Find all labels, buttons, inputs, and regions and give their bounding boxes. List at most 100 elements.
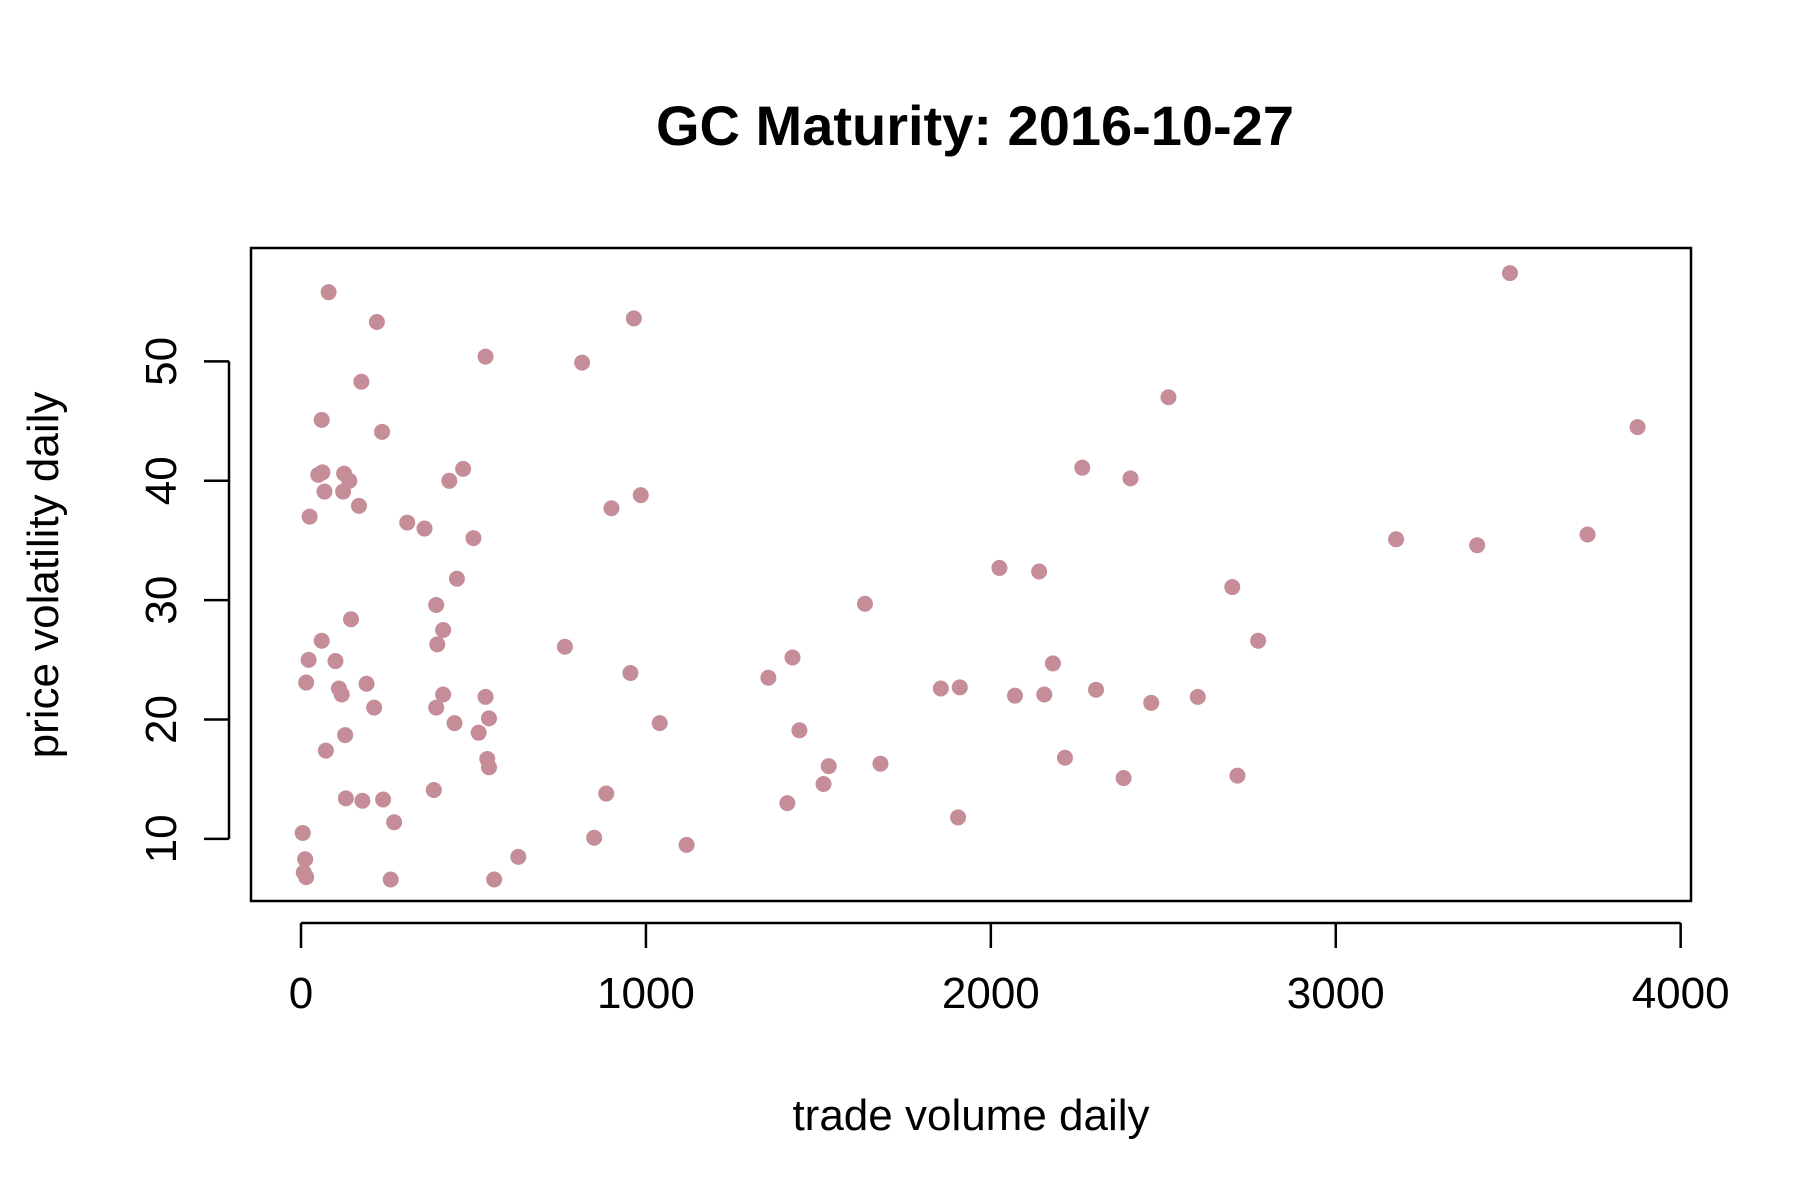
data-point <box>366 699 383 716</box>
data-point <box>399 514 416 531</box>
x-tick-label: 1000 <box>597 969 695 1018</box>
data-point <box>375 791 392 808</box>
data-point <box>950 809 967 826</box>
data-point <box>932 680 949 697</box>
data-point <box>374 423 391 440</box>
data-point <box>425 781 442 798</box>
data-point <box>337 790 354 807</box>
data-point <box>1250 632 1267 649</box>
data-point <box>1160 389 1177 406</box>
y-axis: 10 20 30 40 50 <box>137 337 231 863</box>
x-tick-label: 4000 <box>1632 969 1730 1018</box>
data-point <box>441 472 458 489</box>
data-point <box>316 483 333 500</box>
data-point <box>820 758 837 775</box>
y-tick-label: 50 <box>137 337 186 386</box>
data-point <box>1224 579 1241 596</box>
data-point <box>622 664 639 681</box>
x-tick-label: 3000 <box>1287 969 1385 1018</box>
data-point <box>333 686 350 703</box>
data-point <box>1044 655 1061 672</box>
data-point <box>779 795 796 812</box>
data-point <box>1143 694 1160 711</box>
data-point <box>353 373 370 390</box>
data-point <box>429 636 446 653</box>
data-point <box>428 596 445 613</box>
data-point <box>335 483 352 500</box>
data-point <box>300 651 317 668</box>
data-point <box>368 314 385 331</box>
x-axis-label: trade volume daily <box>792 1091 1149 1140</box>
data-point <box>510 848 527 865</box>
data-point <box>298 674 315 691</box>
data-point <box>1006 687 1023 704</box>
data-point <box>294 824 311 841</box>
y-tick-label: 10 <box>137 814 186 863</box>
data-point <box>791 722 808 739</box>
x-axis: 0 1000 2000 3000 4000 <box>289 921 1730 1018</box>
data-point <box>556 638 573 655</box>
data-point <box>1579 526 1596 543</box>
data-points <box>294 265 1646 888</box>
data-point <box>1031 563 1048 580</box>
data-point <box>856 595 873 612</box>
data-point <box>815 776 832 793</box>
data-point <box>991 559 1008 576</box>
data-point <box>354 792 371 809</box>
data-point <box>480 759 497 776</box>
data-point <box>297 851 314 868</box>
data-point <box>784 649 801 666</box>
data-point <box>343 611 360 628</box>
y-tick-label: 20 <box>137 695 186 744</box>
data-point <box>448 570 465 587</box>
data-point <box>313 411 330 428</box>
data-point <box>470 724 487 741</box>
plot-box <box>249 246 1693 903</box>
data-point <box>651 715 668 732</box>
data-point <box>603 500 620 517</box>
data-point <box>1229 767 1246 784</box>
data-point <box>1036 686 1053 703</box>
data-point <box>455 460 472 477</box>
data-point <box>477 348 494 365</box>
data-point <box>760 669 777 686</box>
data-point <box>598 785 615 802</box>
data-point <box>1388 531 1405 548</box>
data-point <box>1115 770 1132 787</box>
data-point <box>1469 537 1486 554</box>
data-point <box>1501 265 1518 282</box>
data-point <box>358 675 375 692</box>
data-point <box>320 284 337 301</box>
data-point <box>382 871 399 888</box>
data-point <box>327 653 344 670</box>
data-point <box>313 632 330 649</box>
data-point <box>446 715 463 732</box>
data-point <box>951 679 968 696</box>
data-point <box>314 464 331 481</box>
data-point <box>337 727 354 744</box>
data-point <box>1088 681 1105 698</box>
data-point <box>301 508 318 525</box>
chart-title: GC Maturity: 2016-10-27 <box>656 94 1294 157</box>
data-point <box>386 814 403 831</box>
data-point <box>317 742 334 759</box>
data-point <box>1189 688 1206 705</box>
data-point <box>1122 470 1139 487</box>
data-point <box>416 520 433 537</box>
data-point <box>632 487 649 504</box>
data-point <box>872 755 889 772</box>
data-point <box>1629 419 1646 436</box>
y-tick-label: 40 <box>137 456 186 505</box>
data-point <box>435 622 452 639</box>
data-point <box>1056 749 1073 766</box>
data-point <box>350 497 367 514</box>
data-point <box>465 530 482 547</box>
data-point <box>428 699 445 716</box>
y-axis-label: price volatility daily <box>19 392 68 759</box>
x-tick-label: 0 <box>289 969 313 1018</box>
data-point <box>480 710 497 727</box>
data-point <box>678 836 695 853</box>
data-point <box>586 829 603 846</box>
data-point <box>477 688 494 705</box>
